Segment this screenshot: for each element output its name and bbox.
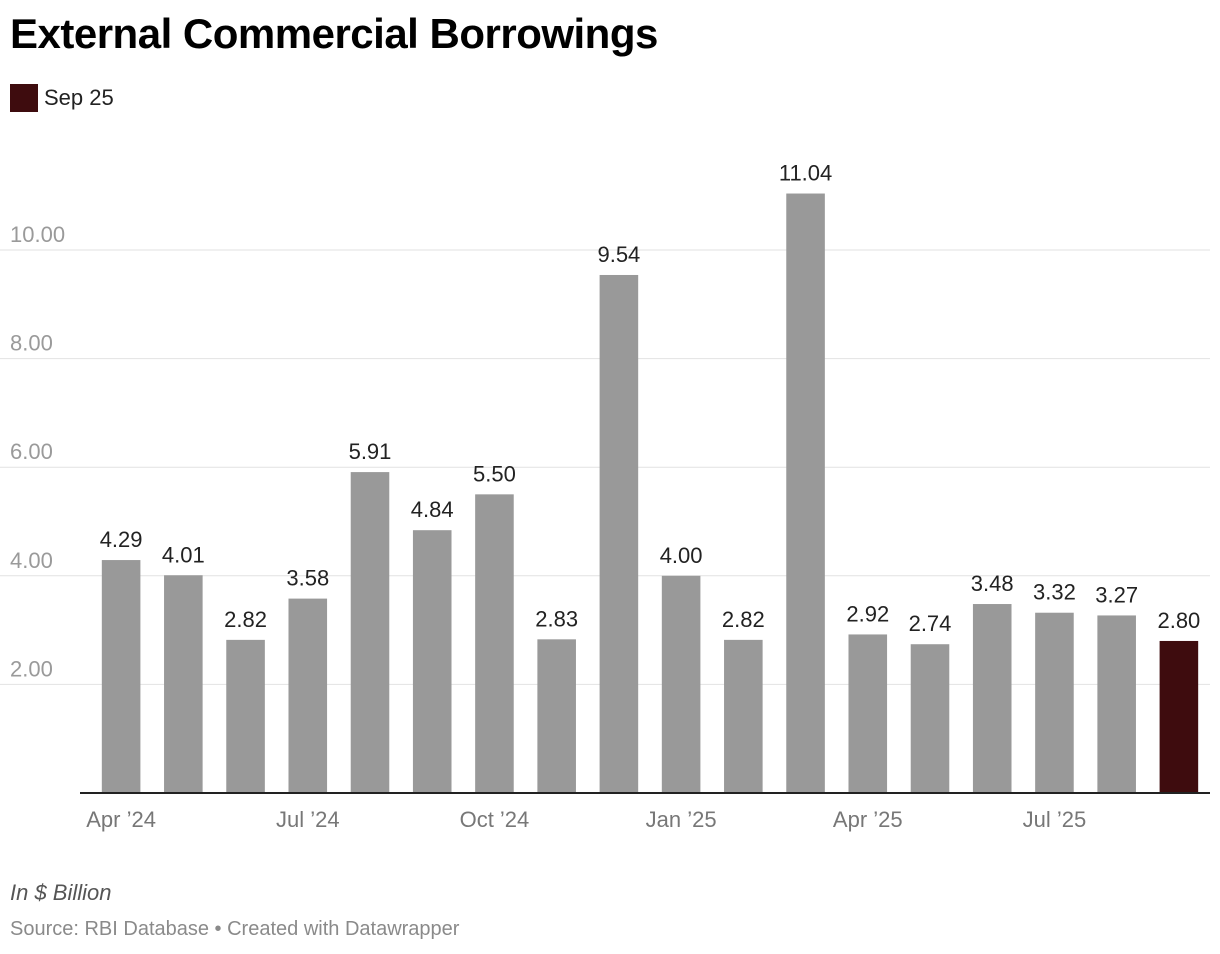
bar xyxy=(1035,612,1074,793)
bar-value-label: 3.48 xyxy=(971,571,1014,596)
x-tick-label: Oct ’24 xyxy=(460,807,530,832)
y-tick-label: 6.00 xyxy=(10,439,53,464)
bar xyxy=(661,575,701,793)
bar-value-label: 5.91 xyxy=(349,439,392,464)
x-tick-label: Apr ’24 xyxy=(86,807,156,832)
y-tick-label: 4.00 xyxy=(10,548,53,573)
bar xyxy=(226,639,265,793)
bar-value-label: 5.50 xyxy=(473,461,516,486)
legend: Sep 25 xyxy=(10,84,114,112)
bar-value-label: 3.58 xyxy=(286,566,329,591)
bar-chart: 2.00 4.00 6.00 8.00 10.00 4.29 4.01 2.82 3.58 5.… xyxy=(0,161,1210,832)
bar xyxy=(1159,640,1199,793)
y-tick-label: 10.00 xyxy=(10,222,65,247)
bar-value-label: 9.54 xyxy=(597,242,640,267)
bar xyxy=(350,472,390,793)
bar-value-label: 2.80 xyxy=(1157,608,1200,633)
bar-value-label: 4.29 xyxy=(100,527,143,552)
legend-label: Sep 25 xyxy=(44,85,114,110)
x-axis-ticks: Apr ’24 Jul ’24 Oct ’24 Jan ’25 Apr ’25 Jul ’… xyxy=(86,807,1086,832)
bar-value-label: 2.83 xyxy=(535,606,578,631)
bar xyxy=(412,530,452,793)
x-tick-label: Jul ’24 xyxy=(276,807,340,832)
unit-note: In $ Billion xyxy=(10,880,112,905)
bar xyxy=(101,560,141,793)
bar-value-label: 2.92 xyxy=(846,601,889,626)
y-tick-label: 2.00 xyxy=(10,656,53,681)
bar-value-label: 11.04 xyxy=(779,161,832,186)
bar-value-label: 2.82 xyxy=(722,607,765,632)
bar-value-label: 4.00 xyxy=(660,543,703,568)
legend-swatch xyxy=(10,84,38,112)
bar xyxy=(1097,615,1136,793)
bar-value-label: 3.27 xyxy=(1095,582,1138,607)
bar xyxy=(288,598,328,793)
y-axis-ticks: 2.00 4.00 6.00 8.00 10.00 xyxy=(10,222,65,681)
x-tick-label: Jan ’25 xyxy=(646,807,717,832)
source-note: Source: RBI Database • Created with Data… xyxy=(10,918,460,940)
chart-title: External Commercial Borrowings xyxy=(10,10,658,57)
bar-value-label: 4.01 xyxy=(162,542,205,567)
bars xyxy=(101,193,1199,793)
bar-value-label: 4.84 xyxy=(411,497,454,522)
bar xyxy=(910,644,950,793)
bar xyxy=(724,639,763,793)
bar xyxy=(848,634,888,793)
x-tick-label: Jul ’25 xyxy=(1023,807,1087,832)
bar xyxy=(972,604,1012,793)
bar xyxy=(599,274,639,793)
bar-value-label: 2.82 xyxy=(224,607,267,632)
y-tick-label: 8.00 xyxy=(10,331,53,356)
bar xyxy=(475,494,514,793)
bar-value-label: 2.74 xyxy=(909,611,952,636)
x-tick-label: Apr ’25 xyxy=(833,807,903,832)
bar xyxy=(537,639,576,793)
data-labels: 4.29 4.01 2.82 3.58 5.91 4.84 5.50 2.83 9.54 4.00… xyxy=(100,161,1201,637)
bar xyxy=(164,575,203,793)
bar xyxy=(786,193,825,793)
bar-value-label: 3.32 xyxy=(1033,580,1076,605)
